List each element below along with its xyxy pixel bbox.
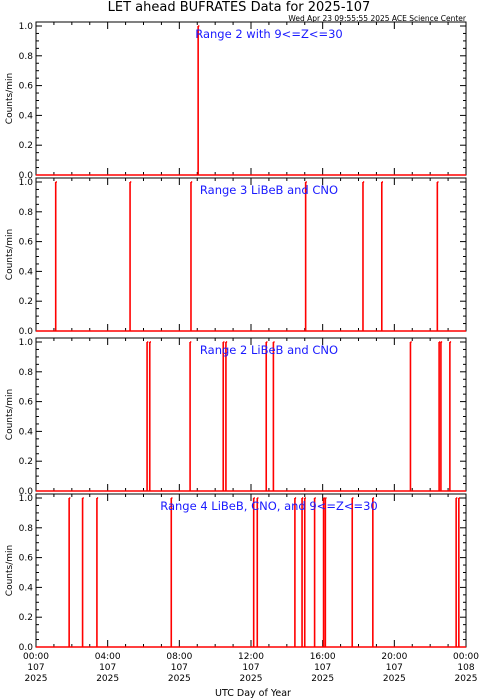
y-tick-label: 0.6 [19, 238, 34, 248]
panel-title: Range 2 LiBeB and CNO [200, 343, 338, 357]
y-tick-label: 0.6 [19, 554, 34, 564]
x-tick-label-year: 2025 [383, 674, 406, 684]
panel-title: Range 2 with 9<=Z<=30 [195, 27, 343, 41]
panel-frame [35, 21, 467, 176]
x-tick-label-year: 2025 [455, 674, 478, 684]
panels: 0.0 0.2 0.4 0.6 0.8 1.0 Counts/min Range 2 with… [5, 21, 479, 684]
panel-title: Range 3 LiBeB and CNO [200, 183, 338, 197]
x-tick-label-time: 12:00 [238, 652, 264, 662]
y-tick-label: 0.6 [19, 398, 34, 408]
timestamp-label: Wed Apr 23 09:55:55 2025 ACE Science Cen… [288, 14, 467, 23]
panel-frame [35, 177, 467, 332]
panel-frame [35, 493, 467, 648]
y-tick-label: 0.4 [19, 583, 34, 593]
x-tick-label-time: 16:00 [310, 652, 336, 662]
panel-frame [35, 337, 467, 492]
y-tick-label: 0.2 [19, 297, 33, 307]
y-tick-label: 0.8 [19, 208, 34, 218]
y-tick-label: 0.0 [19, 327, 34, 337]
x-tick-label-day: 107 [242, 663, 259, 673]
y-tick-label: 1.0 [19, 178, 34, 188]
y-tick-label: 1.0 [19, 338, 34, 348]
y-tick-label: 0.8 [19, 368, 34, 378]
y-tick-label: 0.6 [19, 82, 34, 92]
x-tick-label-year: 2025 [311, 674, 334, 684]
x-tick-label-day: 108 [457, 663, 474, 673]
panel-2: 0.0 0.2 0.4 0.6 0.8 1.0 Counts/min Range 3 LiBe… [5, 177, 467, 337]
y-tick-label: 0.2 [19, 613, 33, 623]
x-tick-label-day: 107 [99, 663, 116, 673]
y-axis-title: Counts/min [5, 545, 15, 596]
y-tick-label: 0.0 [19, 643, 34, 653]
y-tick-label: 0.0 [19, 487, 34, 497]
y-tick-label: 0.4 [19, 267, 34, 277]
x-tick-label-day: 107 [27, 663, 44, 673]
panel-3: 0.0 0.2 0.4 0.6 0.8 1.0 Counts/min Range 2 LiBe… [5, 337, 467, 497]
x-tick-label-day: 107 [314, 663, 331, 673]
panel-4: 0.0 0.2 0.4 0.6 0.8 1.0 Counts/min Range 4 LiBe… [5, 493, 467, 653]
y-tick-label: 0.4 [19, 111, 34, 121]
x-tick-label-time: 04:00 [95, 652, 121, 662]
x-tick-label-year: 2025 [25, 674, 48, 684]
y-axis-title: Counts/min [5, 389, 15, 440]
y-tick-label: 1.0 [19, 494, 34, 504]
x-tick-label-day: 107 [171, 663, 188, 673]
x-tick-label-year: 2025 [96, 674, 119, 684]
panel-1: 0.0 0.2 0.4 0.6 0.8 1.0 Counts/min Range 2 with… [5, 21, 467, 181]
x-tick-label-time: 20:00 [381, 652, 407, 662]
y-axis-title: Counts/min [5, 73, 15, 124]
y-axis-title: Counts/min [5, 229, 15, 280]
y-tick-label: 0.4 [19, 427, 34, 437]
y-tick-label: 0.2 [19, 457, 33, 467]
panel-title: Range 4 LiBeB, CNO, and 9<=Z<=30 [160, 499, 378, 513]
y-tick-label: 0.0 [19, 171, 34, 181]
y-tick-label: 1.0 [19, 22, 34, 32]
x-tick-label-year: 2025 [168, 674, 191, 684]
x-tick-label-time: 08:00 [166, 652, 192, 662]
y-tick-label: 0.8 [19, 524, 34, 534]
chart-title: LET ahead BUFRATES Data for 2025-107 [108, 0, 371, 15]
x-tick-label-time: 00:00 [23, 652, 49, 662]
x-tick-label-day: 107 [386, 663, 403, 673]
y-tick-label: 0.8 [19, 52, 34, 62]
x-axis-title: UTC Day of Year [215, 688, 291, 699]
x-tick-label-time: 00:00 [453, 652, 479, 662]
x-tick-label-year: 2025 [240, 674, 263, 684]
y-tick-label: 0.2 [19, 141, 33, 151]
